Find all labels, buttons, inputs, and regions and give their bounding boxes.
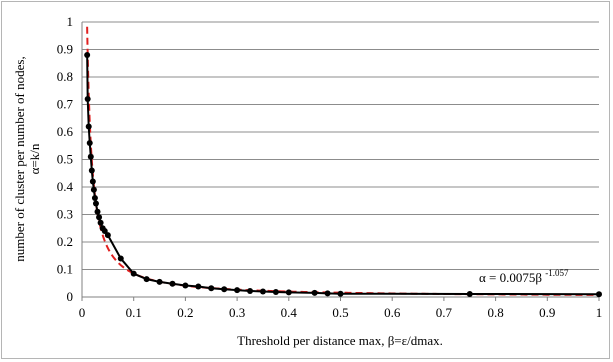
fit-equation: α = 0.0075β -1.057 — [479, 268, 569, 285]
x-tick-label: 0.2 — [177, 305, 193, 320]
data-point — [272, 289, 279, 296]
data-point — [86, 140, 93, 146]
y-axis-title-line2: α=k/n — [27, 143, 42, 174]
data-point — [259, 288, 266, 295]
data-point — [94, 208, 101, 215]
x-axis-title: Threshold per distance max, β=ε/dmax. — [237, 333, 443, 348]
fit-equation-exponent: -1.057 — [545, 268, 569, 278]
fit-series — [86, 26, 600, 296]
measured-points — [84, 52, 602, 298]
y-tick-label: 1 — [67, 14, 74, 29]
measured-series — [86, 54, 600, 296]
y-tick-label: 0.9 — [57, 42, 73, 57]
data-point — [89, 178, 96, 185]
data-point — [143, 276, 150, 283]
data-point — [182, 282, 189, 289]
data-point — [85, 123, 92, 130]
y-tick-label: 0.6 — [57, 124, 74, 139]
x-tick-label: 0 — [79, 305, 86, 320]
y-tick-label: 0.4 — [57, 179, 74, 194]
data-point — [208, 285, 215, 292]
measured-line — [86, 54, 600, 296]
data-point — [247, 287, 254, 294]
fit-equation-base: α = 0.0075β — [479, 270, 542, 285]
data-point — [285, 289, 292, 296]
data-point — [117, 255, 124, 262]
y-tick-labels: 0 0.1 0.2 0.3 0.4 0.5 0.6 0.7 0.8 0.9 1 — [57, 14, 74, 304]
data-point — [101, 228, 108, 234]
y-tick-label: 0.1 — [57, 262, 73, 277]
fit-curve — [86, 26, 600, 296]
data-point — [466, 290, 473, 297]
gridlines — [82, 21, 599, 270]
data-point — [311, 289, 318, 296]
data-point — [221, 286, 228, 293]
data-point — [596, 291, 602, 298]
x-tick-label: 0.5 — [332, 305, 348, 320]
data-point — [156, 278, 163, 285]
y-tick-label: 0.8 — [57, 69, 73, 84]
y-tick-label: 0 — [67, 289, 74, 304]
y-tick-label: 0.7 — [57, 97, 74, 112]
x-tick-label: 0.8 — [487, 305, 503, 320]
y-tick-label: 0.5 — [57, 152, 73, 167]
data-point — [96, 214, 103, 221]
y-axis-title-line1: number of cluster per number of nodes, — [12, 56, 27, 261]
data-point — [84, 96, 91, 102]
data-point — [92, 200, 99, 207]
x-tick-label: 0.3 — [229, 305, 245, 320]
y-tick-label: 0.2 — [57, 234, 73, 249]
y-tick-label: 0.3 — [57, 207, 73, 222]
data-point — [169, 280, 176, 287]
data-point — [97, 219, 104, 226]
data-point — [87, 153, 94, 160]
data-point — [324, 290, 331, 297]
x-tick-label: 0.6 — [384, 305, 401, 320]
data-point — [104, 232, 111, 239]
x-tick-label: 0.4 — [281, 305, 298, 320]
x-tick-label: 0.7 — [436, 305, 453, 320]
data-point — [84, 52, 91, 58]
data-point — [88, 167, 95, 174]
data-point — [195, 283, 202, 290]
data-point — [91, 195, 98, 201]
data-point — [130, 270, 137, 277]
x-tick-label: 0.9 — [539, 305, 555, 320]
x-tick-label: 1 — [596, 305, 603, 320]
data-point — [234, 287, 241, 294]
y-axis-title: number of cluster per number of nodes, α… — [12, 56, 42, 261]
data-point — [337, 290, 344, 297]
data-point — [90, 186, 97, 193]
x-tick-labels: 0 0.1 0.2 0.3 0.4 0.5 0.6 0.7 0.8 0.9 1 — [79, 297, 603, 320]
x-tick-label: 0.1 — [126, 305, 142, 320]
